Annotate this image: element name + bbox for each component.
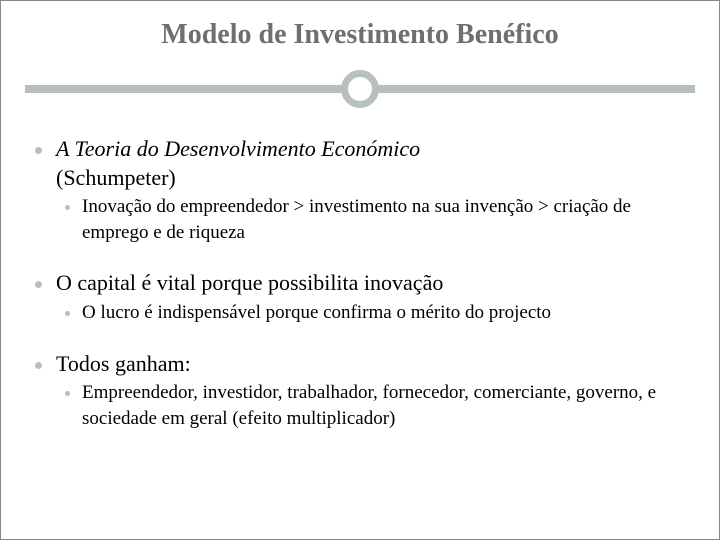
bullet-dot-icon [35, 281, 42, 288]
bullet-dot-icon [65, 205, 70, 210]
bullet-block: O capital é vital porque possibilita ino… [35, 269, 685, 325]
title-divider [1, 67, 719, 111]
bullet-dot-icon [65, 311, 70, 316]
divider-circle-icon [341, 70, 379, 108]
bullet-block: Todos ganham: Empreendedor, investidor, … [35, 350, 685, 432]
bullet-text: O lucro é indispensável porque confirma … [82, 300, 551, 326]
slide-content: A Teoria do Desenvolvimento Económico (S… [1, 111, 719, 432]
bullet-level2: Empreendedor, investidor, trabalhador, f… [65, 380, 685, 431]
bullet-level1: Todos ganham: [35, 350, 685, 379]
slide-title: Modelo de Investimento Benéfico [1, 1, 719, 61]
bullet-text: Inovação do empreendedor > investimento … [82, 194, 685, 245]
bullet-dot-icon [65, 391, 70, 396]
bullet-level1: A Teoria do Desenvolvimento Económico [35, 135, 685, 164]
bullet-level2: Inovação do empreendedor > investimento … [65, 194, 685, 245]
bullet-text: Todos ganham: [56, 350, 191, 379]
bullet-continuation: (Schumpeter) [56, 164, 685, 193]
bullet-dot-icon [35, 362, 42, 369]
bullet-block: A Teoria do Desenvolvimento Económico (S… [35, 135, 685, 245]
bullet-dot-icon [35, 147, 42, 154]
bullet-text: A Teoria do Desenvolvimento Económico [56, 135, 420, 164]
slide: Modelo de Investimento Benéfico A Teoria… [0, 0, 720, 540]
bullet-text: O capital é vital porque possibilita ino… [56, 269, 443, 298]
bullet-level2: O lucro é indispensável porque confirma … [65, 300, 685, 326]
bullet-italic: A Teoria do Desenvolvimento Económico [56, 136, 420, 161]
bullet-level1: O capital é vital porque possibilita ino… [35, 269, 685, 298]
bullet-text: Empreendedor, investidor, trabalhador, f… [82, 380, 685, 431]
